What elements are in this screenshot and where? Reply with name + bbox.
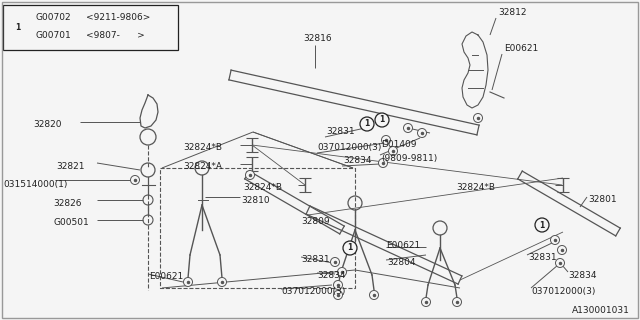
Circle shape — [403, 124, 413, 132]
Text: G00701: G00701 — [35, 31, 71, 41]
Circle shape — [333, 291, 342, 300]
Circle shape — [550, 236, 559, 244]
Circle shape — [360, 117, 374, 131]
Text: 031514000(1): 031514000(1) — [3, 180, 67, 189]
Text: 32816: 32816 — [303, 34, 332, 43]
Circle shape — [557, 245, 566, 254]
Circle shape — [8, 18, 28, 38]
Text: E00621: E00621 — [386, 241, 420, 250]
Text: 037012000(3): 037012000(3) — [317, 143, 381, 152]
Circle shape — [417, 129, 426, 138]
Circle shape — [218, 277, 227, 286]
Text: 037012000(3): 037012000(3) — [531, 287, 595, 296]
Text: 32831: 32831 — [528, 253, 557, 262]
Text: 32820: 32820 — [33, 120, 61, 129]
Circle shape — [369, 291, 378, 300]
Text: <9807-      >: <9807- > — [86, 31, 145, 41]
Text: 32804: 32804 — [387, 258, 415, 267]
Text: 32801: 32801 — [588, 195, 616, 204]
Bar — [3, 5, 178, 50]
Circle shape — [474, 114, 483, 123]
Circle shape — [535, 218, 549, 232]
Text: D01409: D01409 — [381, 140, 417, 149]
Text: 1: 1 — [15, 23, 20, 33]
Circle shape — [452, 298, 461, 307]
Bar — [160, 168, 355, 288]
Text: 1: 1 — [364, 119, 370, 129]
Text: 1: 1 — [380, 116, 385, 124]
Text: A130001031: A130001031 — [572, 306, 630, 315]
Circle shape — [246, 171, 255, 180]
Text: 32812: 32812 — [498, 8, 527, 17]
Circle shape — [131, 175, 140, 185]
Circle shape — [381, 135, 390, 145]
Text: 32826: 32826 — [53, 199, 81, 208]
Circle shape — [375, 113, 389, 127]
Circle shape — [184, 277, 193, 286]
Text: 32824*B: 32824*B — [456, 183, 495, 192]
Circle shape — [422, 298, 431, 307]
Text: E00621: E00621 — [504, 44, 538, 53]
Text: (9809-9811): (9809-9811) — [381, 154, 437, 163]
Text: 037012000(3): 037012000(3) — [281, 287, 346, 296]
Text: G00702: G00702 — [35, 13, 70, 22]
Text: 1: 1 — [540, 220, 545, 229]
Circle shape — [343, 241, 357, 255]
Circle shape — [333, 281, 342, 290]
Text: 32834: 32834 — [317, 271, 346, 280]
Text: E00621: E00621 — [149, 272, 183, 281]
Text: G00501: G00501 — [53, 218, 89, 227]
Text: 32824*A: 32824*A — [183, 162, 222, 171]
Circle shape — [330, 258, 339, 267]
Text: 32824*B: 32824*B — [243, 183, 282, 192]
Circle shape — [556, 259, 564, 268]
Text: 1: 1 — [348, 244, 353, 252]
Text: 32810: 32810 — [241, 196, 269, 205]
Circle shape — [337, 268, 346, 276]
Text: 32821: 32821 — [56, 162, 84, 171]
Text: 32834: 32834 — [343, 156, 371, 165]
Text: <9211-9806>: <9211-9806> — [86, 13, 150, 22]
Text: 32824*B: 32824*B — [183, 143, 222, 152]
Text: 32834: 32834 — [568, 271, 596, 280]
Circle shape — [378, 158, 387, 167]
Text: 32831: 32831 — [301, 255, 330, 264]
Text: 32809: 32809 — [301, 217, 330, 226]
Circle shape — [388, 147, 397, 156]
Text: 32831: 32831 — [326, 127, 355, 136]
